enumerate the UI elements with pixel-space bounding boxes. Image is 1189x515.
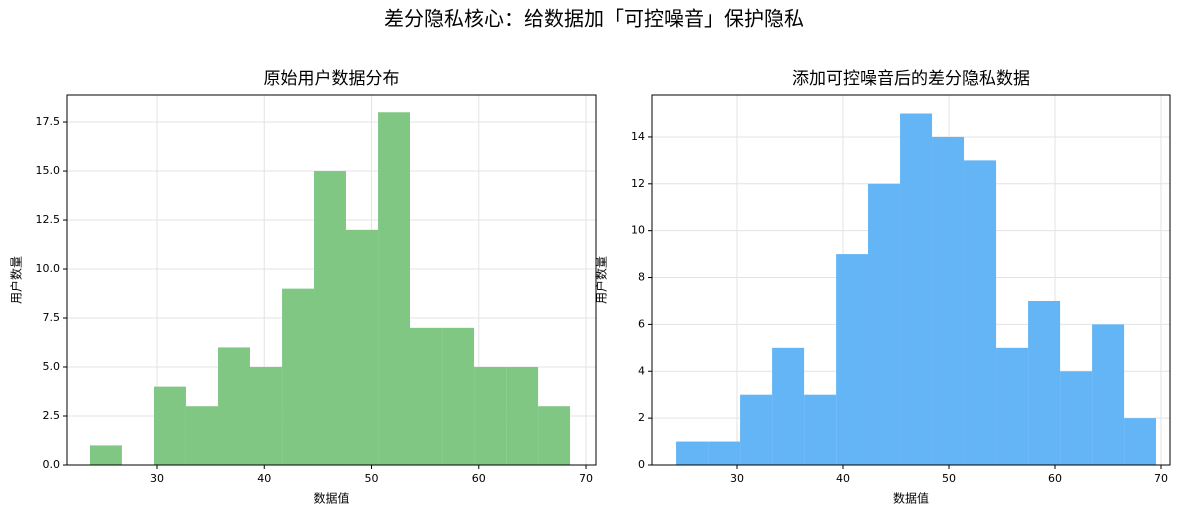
x-tick-label: 30	[730, 472, 744, 485]
y-tick-label: 10	[631, 224, 645, 237]
bar	[249, 367, 283, 465]
bar	[89, 445, 122, 465]
y-axis-label: 用户数量	[594, 256, 609, 304]
y-tick-label: 12.5	[36, 213, 61, 226]
x-axis-label: 数据值	[893, 491, 929, 506]
x-tick-label: 40	[836, 472, 850, 485]
bar	[314, 171, 346, 465]
y-tick-label: 4	[638, 364, 645, 377]
bar	[1092, 324, 1125, 465]
x-tick-label: 40	[257, 472, 271, 485]
bar	[153, 386, 186, 465]
bar	[1060, 371, 1093, 465]
bar	[676, 441, 709, 465]
bar	[836, 254, 869, 465]
bar	[932, 136, 965, 465]
figure-title: 差分隐私核心：给数据加「可控噪音」保护隐私	[384, 7, 804, 31]
x-tick-label: 70	[579, 472, 593, 485]
x-tick-label: 60	[472, 472, 486, 485]
bar	[538, 406, 571, 465]
y-tick-label: 0.0	[43, 458, 61, 471]
axes-frame	[651, 94, 1171, 466]
y-tick-label: 0	[638, 458, 645, 471]
y-tick-label: 8	[638, 271, 645, 284]
bar	[964, 160, 997, 465]
bar	[378, 112, 411, 466]
bar	[345, 229, 379, 465]
y-tick-label: 17.5	[36, 115, 61, 128]
bar	[900, 113, 933, 465]
y-tick-label: 2	[638, 411, 645, 424]
y-tick-label: 6	[638, 317, 645, 330]
bar	[506, 367, 539, 465]
bar	[772, 347, 805, 465]
x-tick-label: 70	[1154, 472, 1168, 485]
bar	[474, 367, 507, 465]
y-tick-label: 15.0	[36, 164, 61, 177]
y-axis-label: 用户数量	[9, 256, 24, 304]
bar	[218, 347, 250, 465]
y-tick-label: 14	[631, 130, 645, 143]
bar	[1028, 300, 1061, 465]
x-tick-label: 50	[365, 472, 379, 485]
x-tick-label: 30	[150, 472, 164, 485]
x-axis-label: 数据值	[313, 491, 349, 506]
y-tick-label: 5.0	[43, 360, 61, 373]
y-tick-label: 10.0	[36, 262, 61, 275]
chart-title: 原始用户数据分布	[264, 69, 400, 89]
x-tick-label: 50	[942, 472, 956, 485]
bar	[185, 406, 219, 465]
axes-frame	[66, 94, 597, 466]
y-tick-label: 2.5	[43, 409, 61, 422]
bar	[1124, 418, 1157, 465]
y-tick-label: 7.5	[43, 311, 61, 324]
x-tick-label: 60	[1048, 472, 1062, 485]
bar	[442, 327, 475, 465]
chart-title: 添加可控噪音后的差分隐私数据	[792, 69, 1030, 89]
bar	[996, 347, 1029, 465]
bar	[740, 394, 773, 465]
bar	[282, 288, 315, 465]
y-tick-label: 12	[631, 177, 645, 190]
bar	[804, 394, 837, 465]
bar	[410, 327, 443, 465]
bar	[868, 183, 901, 465]
bar	[708, 441, 741, 465]
